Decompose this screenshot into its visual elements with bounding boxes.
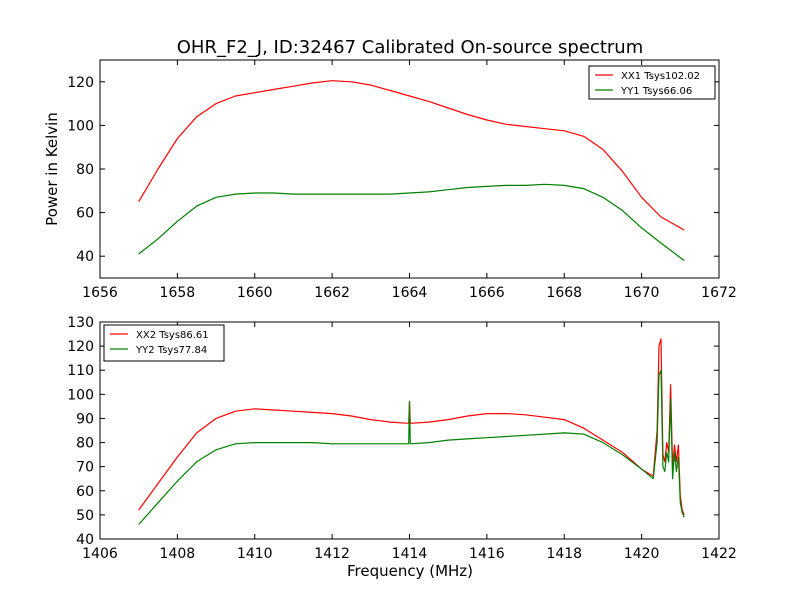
- y-tick-label: 80: [76, 162, 94, 178]
- bottom-panel: 1406 1408 1410 1412 1414 1416 1418 1420 1422 40 5…: [67, 315, 737, 580]
- y-tick-label: 90: [76, 411, 94, 427]
- y-tick-label: 130: [67, 315, 94, 331]
- y-tick-label: 60: [76, 206, 94, 222]
- legend-label: XX2 Tsys86.61: [136, 330, 209, 341]
- chart-title: OHR_F2_J, ID:32467 Calibrated On-source …: [177, 37, 643, 58]
- x-tick-label: 1418: [546, 546, 582, 562]
- top-series-lines: [138, 80, 685, 262]
- x-tick-label: 1420: [624, 546, 660, 562]
- y-tick-label: 80: [76, 436, 94, 452]
- y-tick-label: 40: [76, 532, 94, 548]
- y-tick-label: 120: [67, 339, 94, 355]
- series-line-yy1: [138, 183, 685, 262]
- x-tick-label: 1406: [82, 546, 118, 562]
- legend-label: YY2 Tsys77.84: [135, 345, 207, 356]
- x-tick-label: 1670: [624, 285, 660, 301]
- y-tick-label: 70: [76, 460, 94, 476]
- x-tick-label: 1412: [314, 546, 350, 562]
- y-tick-label: 100: [67, 387, 94, 403]
- x-tick-label: 1664: [392, 285, 428, 301]
- y-tick-label: 50: [76, 508, 94, 524]
- x-tick-label: 1668: [546, 285, 582, 301]
- top-y-ticks: 40 60 80 100 120: [67, 75, 719, 265]
- x-tick-label: 1660: [237, 285, 273, 301]
- bottom-x-axis-label: Frequency (MHz): [347, 562, 473, 580]
- x-tick-label: 1416: [469, 546, 505, 562]
- top-legend: XX1 Tsys102.02 YY1 Tsys66.06: [588, 65, 716, 100]
- x-tick-label: 1662: [314, 285, 350, 301]
- y-tick-label: 60: [76, 484, 94, 500]
- series-line-yy2: [138, 369, 685, 525]
- bottom-legend: XX2 Tsys86.61 YY2 Tsys77.84: [103, 324, 225, 362]
- x-tick-label: 1672: [701, 285, 737, 301]
- bottom-x-ticks: 1406 1408 1410 1412 1414 1416 1418 1420 1422: [82, 322, 737, 562]
- y-tick-label: 100: [67, 118, 94, 134]
- top-panel: 1656 1658 1660 1662 1664 1666 1668 1670 1672 40 6…: [43, 59, 737, 301]
- legend-box: [588, 65, 716, 100]
- x-tick-label: 1422: [701, 546, 737, 562]
- y-tick-label: 40: [76, 249, 94, 265]
- x-tick-label: 1666: [469, 285, 505, 301]
- x-tick-label: 1408: [160, 546, 196, 562]
- y-tick-label: 110: [67, 363, 94, 379]
- top-x-ticks: 1656 1658 1660 1662 1664 1666 1668 1670 1672: [82, 60, 737, 301]
- bottom-series-lines: [138, 338, 685, 525]
- legend-label: XX1 Tsys102.02: [621, 71, 700, 82]
- x-tick-label: 1414: [392, 546, 428, 562]
- legend-box: [103, 324, 225, 362]
- legend-label: YY1 Tsys66.06: [620, 86, 692, 97]
- x-tick-label: 1410: [237, 546, 273, 562]
- series-line-xx1: [138, 80, 685, 231]
- y-tick-label: 120: [67, 75, 94, 91]
- top-y-axis-label: Power in Kelvin: [43, 112, 61, 226]
- x-tick-label: 1656: [82, 285, 118, 301]
- bottom-y-ticks: 40 50 60 70 80 90 100 110 120 130: [67, 315, 719, 548]
- x-tick-label: 1658: [160, 285, 196, 301]
